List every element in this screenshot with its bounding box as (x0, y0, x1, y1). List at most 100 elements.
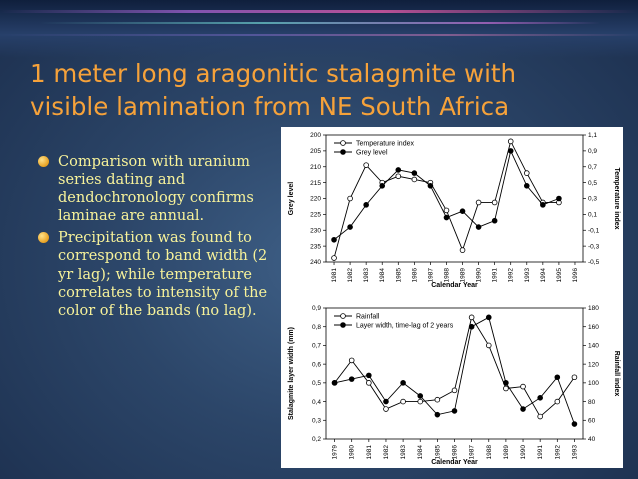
bottom-series-point (348, 376, 355, 382)
top-legend-marker (340, 140, 346, 146)
bottom-series-point (417, 398, 424, 405)
top-series-point (523, 170, 530, 176)
bottom-x-tick-label: 1981 (366, 445, 373, 460)
top-series-point (363, 162, 369, 168)
bullet-item: Precipitation was found to correspond to… (38, 229, 270, 319)
top-y-left-tick-label: 205 (310, 148, 321, 155)
bottom-legend-label: Layer width, time-lag of 2 years (356, 322, 454, 329)
bottom-y-left-axis-label: Stalagmite layer width (mm) (288, 327, 295, 420)
top-x-tick-label: 1993 (524, 268, 531, 283)
top-series-point (395, 173, 402, 180)
bottom-x-tick-label: 1984 (417, 445, 424, 460)
top-legend-label: Temperature index (356, 140, 414, 147)
top-x-axis-label: Calendar Year (431, 282, 478, 289)
top-y-left-tick-label: 210 (310, 164, 321, 171)
bottom-y-left-tick-label: 0,3 (312, 417, 321, 424)
top-x-tick-label: 1985 (395, 268, 402, 283)
top-y-left-axis-label: Grey level (288, 182, 295, 216)
top-x-tick-label: 1991 (492, 268, 499, 283)
bullet-text: Precipitation was found to correspond to… (58, 230, 268, 319)
top-series-point (459, 208, 466, 214)
top-y-left-tick-label: 230 (310, 227, 321, 234)
bottom-x-tick-label: 1980 (349, 445, 356, 460)
top-series-point (507, 138, 514, 145)
bottom-y-right-tick-label: 60 (588, 417, 596, 424)
bottom-y-left-tick-label: 0,6 (312, 361, 321, 368)
bottom-x-axis-label: Calendar Year (431, 459, 478, 466)
bottom-series-point (554, 374, 561, 381)
top-x-tick-label: 1986 (411, 268, 418, 283)
bottom-y-right-tick-label: 180 (588, 305, 599, 312)
top-series-point (411, 170, 418, 176)
bottom-y-left-tick-label: 0,8 (312, 324, 321, 331)
bullet-list: Comparison with uranium series dating an… (38, 153, 270, 324)
top-series-point (556, 195, 562, 202)
top-series-point (331, 236, 337, 243)
top-x-tick-label: 1990 (476, 268, 483, 283)
bottom-series-point (383, 406, 389, 412)
slide-title-line-1: 1 meter long aragonitic stalagmite with (30, 59, 517, 88)
top-series-point (491, 199, 498, 206)
bottom-series-point (520, 383, 526, 390)
top-x-tick-label: 1994 (540, 268, 547, 283)
top-x-tick-label: 1984 (379, 268, 386, 283)
top-y-right-axis-label: Temperature index (613, 167, 620, 229)
top-series-point (379, 182, 386, 189)
bottom-y-left-tick-label: 0,7 (312, 343, 321, 350)
bottom-series-point (571, 374, 578, 381)
bottom-series-point (400, 398, 406, 405)
top-x-tick-label: 1982 (347, 268, 354, 283)
decorative-streak (40, 22, 600, 24)
bottom-x-tick-label: 1991 (537, 445, 544, 460)
top-y-right-tick-label: 0,3 (588, 196, 597, 203)
bottom-x-tick-label: 1979 (332, 445, 339, 460)
bottom-x-tick-label: 1985 (434, 445, 441, 460)
bottom-series-point (468, 323, 475, 330)
top-x-tick-label: 1995 (556, 268, 563, 283)
bottom-x-tick-label: 1983 (400, 445, 407, 460)
bottom-y-left-tick-label: 0,9 (312, 305, 321, 312)
top-series-line (333, 140, 559, 259)
top-series-point (475, 199, 482, 206)
top-series-point (363, 202, 369, 208)
decorative-header-band (0, 0, 638, 58)
bottom-series-point (331, 380, 338, 386)
bottom-series-point (554, 398, 561, 405)
top-y-right-tick-label: 0,7 (588, 164, 597, 171)
top-x-tick-label: 1992 (508, 268, 515, 283)
top-y-left-tick-label: 220 (310, 196, 321, 203)
top-series-point (475, 224, 482, 230)
bottom-legend-marker (340, 322, 346, 328)
bottom-series-line (334, 316, 575, 425)
bottom-series-point (485, 342, 492, 349)
top-y-right-tick-label: -0,5 (588, 259, 600, 266)
bottom-series-point (571, 421, 578, 427)
bottom-x-tick-label: 1989 (503, 445, 510, 460)
bottom-series-point (537, 395, 543, 401)
bottom-y-right-tick-label: 80 (588, 399, 596, 406)
top-y-right-tick-label: -0,3 (588, 243, 600, 250)
bottom-series-point (366, 380, 372, 386)
bottom-series-point (537, 413, 543, 420)
bullet-text: Comparison with uranium series dating an… (58, 154, 254, 225)
top-y-right-tick-label: 1,1 (588, 132, 597, 139)
bottom-series-point (503, 380, 509, 386)
bottom-legend-marker (340, 313, 346, 319)
bottom-y-right-tick-label: 40 (588, 436, 596, 443)
top-series-point (347, 195, 353, 202)
top-series-point (540, 202, 546, 208)
bottom-y-left-tick-label: 0,4 (312, 399, 321, 406)
bottom-series-point (434, 411, 441, 418)
top-x-tick-label: 1987 (427, 268, 434, 283)
top-legend-marker (340, 149, 346, 155)
top-series-point (427, 182, 434, 189)
top-x-tick-label: 1981 (331, 268, 338, 283)
bottom-x-tick-label: 1993 (571, 445, 578, 460)
bottom-y-right-tick-label: 120 (588, 361, 599, 368)
bottom-x-tick-label: 1988 (486, 445, 493, 460)
bottom-x-tick-label: 1987 (469, 445, 476, 460)
bottom-y-right-tick-label: 160 (588, 324, 599, 331)
bottom-series-point (503, 385, 509, 392)
bottom-series-point (485, 314, 492, 321)
bottom-y-left-tick-label: 0,2 (312, 436, 321, 443)
